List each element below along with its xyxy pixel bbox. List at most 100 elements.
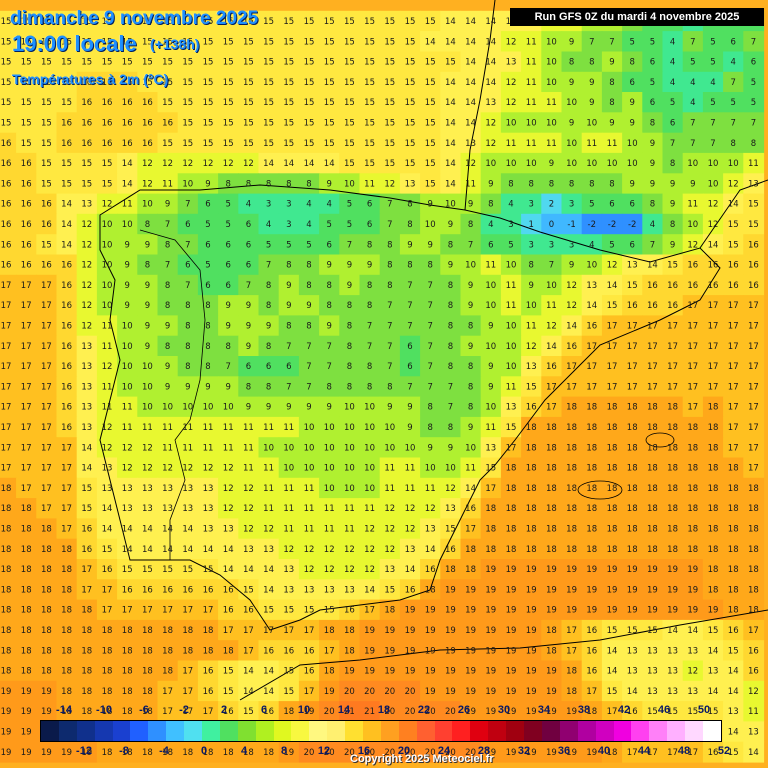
temperature-value: 15 xyxy=(223,119,234,129)
temperature-value: 14 xyxy=(748,748,759,758)
temperature-value: 11 xyxy=(182,423,193,433)
temperature-value: 13 xyxy=(687,646,698,656)
temperature-value: 19 xyxy=(506,687,517,697)
legend-label: 26 xyxy=(458,704,470,716)
temperature-value: 18 xyxy=(41,585,52,595)
temperature-cell xyxy=(702,173,724,195)
temperature-cell xyxy=(177,71,199,93)
temperature-cell xyxy=(16,173,37,195)
temperature-value: 7 xyxy=(730,119,735,129)
temperature-value: 12 xyxy=(687,667,698,677)
temperature-value: 18 xyxy=(1,484,12,494)
temperature-value: 17 xyxy=(102,606,113,616)
temperature-value: 17 xyxy=(41,301,52,311)
temperature-cell xyxy=(420,213,441,235)
temperature-value: 9 xyxy=(165,362,170,372)
temperature-value: 7 xyxy=(670,139,675,149)
temperature-value: 17 xyxy=(586,382,597,392)
temperature-value: 8 xyxy=(347,322,352,332)
temperature-value: 17 xyxy=(687,301,698,311)
temperature-value: 18 xyxy=(324,667,335,677)
temperature-value: 10 xyxy=(223,403,234,413)
temperature-value: 15 xyxy=(182,119,193,129)
temperature-value: 17 xyxy=(647,362,658,372)
temperature-value: 15 xyxy=(61,58,72,68)
temperature-cell xyxy=(218,193,239,215)
temperature-value: 18 xyxy=(667,403,678,413)
temperature-value: 3 xyxy=(286,220,291,230)
temperature-value: 6 xyxy=(246,362,251,372)
temperature-cell xyxy=(177,51,199,73)
temperature-value: 11 xyxy=(405,464,416,474)
temperature-cell xyxy=(682,193,704,215)
temperature-value: 19 xyxy=(405,606,416,616)
temperature-value: 11 xyxy=(182,443,193,453)
temperature-value: 15 xyxy=(384,58,395,68)
temperature-value: 11 xyxy=(748,159,759,169)
temperature-value: 8 xyxy=(286,261,291,271)
temperature-value: 17 xyxy=(627,748,638,758)
temperature-value: 18 xyxy=(687,525,698,535)
temperature-value: 15 xyxy=(384,159,395,169)
temperature-value: 16 xyxy=(465,504,476,514)
temperature-cell xyxy=(561,173,583,195)
temperature-value: 14 xyxy=(485,78,496,88)
temperature-cell xyxy=(0,10,17,32)
temperature-value: 18 xyxy=(586,504,597,514)
temperature-cell xyxy=(359,152,381,174)
temperature-value: 7 xyxy=(751,119,756,129)
temperature-value: 13 xyxy=(263,545,274,555)
temperature-value: 10 xyxy=(344,179,355,189)
temperature-value: 11 xyxy=(162,179,173,189)
temperature-value: 19 xyxy=(384,667,395,677)
temperature-cell xyxy=(642,51,664,73)
temperature-value: 18 xyxy=(607,423,618,433)
temperature-value: 11 xyxy=(122,403,133,413)
temperature-value: 19 xyxy=(526,667,537,677)
temperature-value: 19 xyxy=(526,585,537,595)
temperature-value: 19 xyxy=(526,646,537,656)
temperature-value: 19 xyxy=(324,687,335,697)
temperature-value: 17 xyxy=(647,382,658,392)
temperature-value: 18 xyxy=(546,504,557,514)
temperature-value: 16 xyxy=(687,281,698,291)
temperature-cell xyxy=(137,152,159,174)
temperature-value: 12 xyxy=(243,504,254,514)
temperature-value: 16 xyxy=(1,200,12,210)
temperature-value: 18 xyxy=(627,525,638,535)
temperature-value: 18 xyxy=(667,484,678,494)
temperature-value: 14 xyxy=(304,159,315,169)
temperature-value: 18 xyxy=(41,565,52,575)
temperature-cell xyxy=(36,10,58,32)
temperature-value: 9 xyxy=(427,443,432,453)
temperature-value: 14 xyxy=(465,17,476,27)
temperature-value: 8 xyxy=(367,382,372,392)
temperature-cell xyxy=(379,10,401,32)
temperature-cell xyxy=(662,112,684,134)
temperature-cell xyxy=(56,193,78,215)
temperature-value: 19 xyxy=(607,606,618,616)
temperature-value: 15 xyxy=(304,119,315,129)
temperature-value: 16 xyxy=(1,261,12,271)
temperature-value: 16 xyxy=(21,179,32,189)
legend-label: 40 xyxy=(598,745,610,757)
temperature-value: 15 xyxy=(203,119,214,129)
temperature-value: 15 xyxy=(405,58,416,68)
temperature-value: 12 xyxy=(142,179,153,189)
temperature-value: 11 xyxy=(526,139,537,149)
temperature-value: 18 xyxy=(667,504,678,514)
temperature-cell xyxy=(743,112,765,134)
temperature-cell xyxy=(541,112,563,134)
temperature-cell xyxy=(0,132,17,154)
temperature-value: 17 xyxy=(61,464,72,474)
temperature-cell xyxy=(541,51,563,73)
temperature-value: 19 xyxy=(708,606,719,616)
temperature-cell xyxy=(56,71,78,93)
temperature-value: 19 xyxy=(506,748,517,758)
legend-label: 42 xyxy=(618,704,630,716)
temperature-cell xyxy=(642,193,664,215)
temperature-cell xyxy=(238,71,260,93)
temperature-value: 18 xyxy=(223,646,234,656)
temperature-value: 18 xyxy=(607,464,618,474)
temperature-value: 17 xyxy=(607,382,618,392)
